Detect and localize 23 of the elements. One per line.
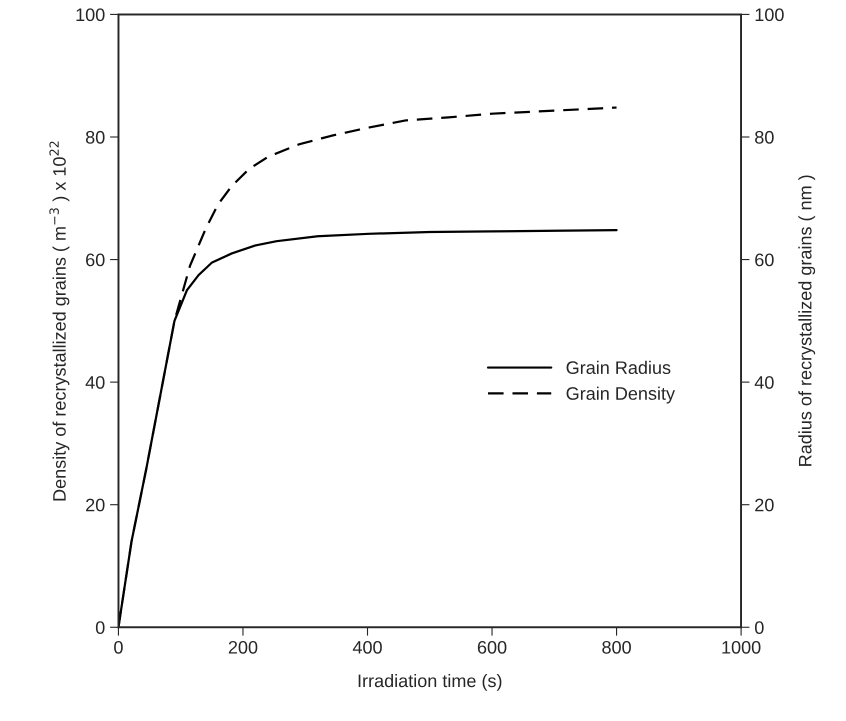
y-tick-label: 100: [76, 8, 105, 22]
x-tick-label: 800: [602, 640, 631, 654]
x-axis-title: Irradiation time (s): [358, 674, 502, 691]
y-tick-label: 60: [86, 253, 105, 266]
y-tick-label: 40: [86, 376, 105, 389]
y2-tick-label: 80: [755, 130, 774, 144]
y2-tick-label: 20: [755, 498, 774, 512]
y-tick-label: 80: [86, 130, 105, 144]
y2-tick-label: 0: [754, 621, 764, 634]
y-tick-label: 0: [96, 621, 105, 634]
y-tick-label: 20: [86, 498, 105, 512]
y2-tick-label: 60: [755, 253, 774, 266]
y-axis-title: Density of recrystallized grains ( m$^{−3}$ ) x 10$^{22}$: [49, 142, 70, 500]
legend-label: Grain Density: [566, 386, 676, 404]
x-tick-label: 600: [478, 640, 506, 654]
y2-tick-label: 40: [754, 376, 774, 389]
y2-axis-title: Radius of recrystallized grains ( nm ): [798, 175, 816, 466]
x-tick-label: 1000: [722, 640, 760, 654]
x-tick-label: 200: [228, 640, 258, 654]
y2-tick-label: 100: [756, 8, 784, 22]
x-tick-label: 400: [352, 640, 382, 654]
legend-label: Grain Radius: [566, 360, 670, 374]
x-tick-label: 0: [114, 640, 123, 654]
